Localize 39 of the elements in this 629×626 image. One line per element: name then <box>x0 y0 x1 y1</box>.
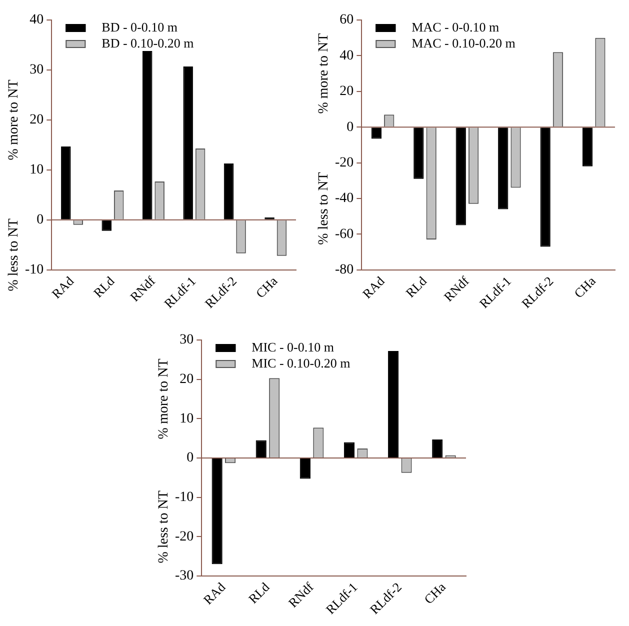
y-tick-label: 40 <box>30 12 44 28</box>
y-tick-label: 30 <box>180 332 194 348</box>
y-axis-title: % more to NT <box>156 358 172 440</box>
y-tick-label: -10 <box>24 262 44 278</box>
y-tick-label: -20 <box>334 155 354 170</box>
x-tick-label: CHa <box>570 273 599 301</box>
text: % less to NT <box>316 172 332 245</box>
y-tick-label: -20 <box>174 529 194 544</box>
legend-label: MAC - 0.10-0.20 m <box>412 35 516 50</box>
y-axis-title: % more to NT <box>6 79 22 160</box>
y-tick-label: -10 <box>174 490 194 505</box>
text: % less to NT <box>156 490 172 564</box>
legend-label: MIC - 0-0.10 m <box>252 339 334 354</box>
x-tick-label: CHa <box>252 273 280 301</box>
y-tick-label: -30 <box>174 568 194 584</box>
legend-label: MIC - 0.10-0.20 m <box>252 355 350 370</box>
y-tick-label: 0 <box>186 450 194 466</box>
y-tick-label: 20 <box>30 112 44 128</box>
y-tick-label: 10 <box>180 411 194 426</box>
y-tick-label: 40 <box>340 48 354 64</box>
legend-label: MAC - 0-0.10 m <box>412 19 500 34</box>
x-tick-label: RLd <box>90 273 118 300</box>
y-tick-label: 30 <box>30 62 44 78</box>
legend-label: BD - 0-0.10 m <box>102 19 178 34</box>
y-tick-label: 0 <box>346 120 354 135</box>
y-tick-label: 60 <box>340 12 354 28</box>
legend-label: BD - 0.10-0.20 m <box>102 35 194 50</box>
y-tick-label: 20 <box>340 84 354 100</box>
y-tick-label: -60 <box>334 226 354 242</box>
y-tick-label: 20 <box>180 372 194 387</box>
x-tick-label: RLd <box>245 579 273 606</box>
x-tick-label: CHa <box>421 579 449 607</box>
y-tick-label: 10 <box>30 162 44 178</box>
y-tick-label: 0 <box>36 212 44 228</box>
y-tick-label: -40 <box>334 191 354 206</box>
text: % less to NT <box>6 218 22 292</box>
x-tick-label: RLd <box>402 273 430 300</box>
y-tick-label: -80 <box>334 262 354 278</box>
y-axis-title: % more to NT <box>316 32 332 114</box>
